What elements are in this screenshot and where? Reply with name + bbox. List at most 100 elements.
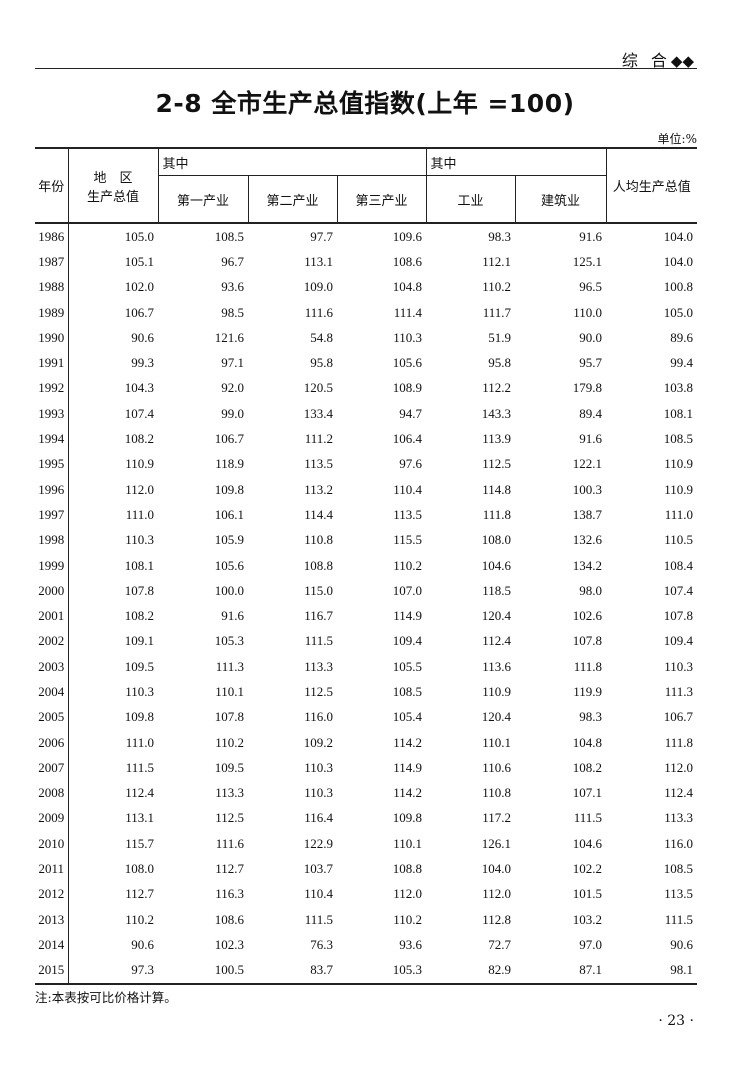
cell-year: 2005 [35,704,69,730]
table-row: 2005 109.8 107.8 116.0 105.4 120.4 98.3 106.7 [35,704,697,730]
table-row: 2012 112.7 116.3 110.4 112.0 112.0 101.5 113.5 [35,881,697,908]
cell-industry: 112.5 [482,456,511,472]
cell-industry: 111.7 [482,304,511,320]
cell-industry: 110.9 [482,683,511,699]
cell-construction: 125.1 [572,253,602,269]
header-group-sectors: 其中 [157,148,426,176]
cell-primary: 100.5 [158,957,248,985]
cell-industry: 120.4 [481,608,511,624]
cell-tertiary: 114.2 [393,785,422,801]
cell-tertiary: 113.5 [393,506,422,522]
cell-industry: 104.6 [481,557,511,573]
header-industry: 工业 [425,175,515,223]
cell-per-capita: 107.8 [663,608,693,624]
cell-primary: 97.1 [221,355,244,371]
cell-construction: 97.0 [579,936,602,952]
cell-year: 1987 [35,249,69,275]
cell-construction: 134.2 [572,557,602,573]
cell-gdp: 90.6 [131,936,154,952]
header-year: 年份 [38,179,65,194]
cell-tertiary: 105.6 [392,355,422,371]
cell-per-capita: 106.7 [663,709,693,725]
cell-construction: 103.2 [572,911,602,927]
cell-per-capita: 108.4 [663,557,693,573]
cell-year: 1992 [35,375,69,402]
cell-per-capita: 108.5 [663,861,693,877]
table-row: 1997 111.0 106.1 114.4 113.5 111.8 138.7 111.0 [35,502,697,528]
cell-gdp: 105.1 [124,253,154,269]
cell-secondary: 120.5 [303,380,333,396]
cell-secondary: 83.7 [248,957,337,985]
cell-per-capita: 110.9 [664,481,693,497]
cell-gdp: 108.2 [124,431,154,447]
cell-per-capita: 109.4 [663,633,693,649]
cell-per-capita: 111.3 [664,683,693,699]
cell-primary: 112.5 [215,810,244,826]
cell-industry: 82.9 [426,957,515,985]
cell-secondary: 112.5 [304,683,333,699]
cell-gdp: 106.7 [124,304,154,320]
cell-construction: 89.4 [579,405,602,421]
cell-secondary: 103.7 [303,861,333,877]
table-row: 2004 110.3 110.1 112.5 108.5 110.9 119.9 111.3 [35,679,697,705]
cell-secondary: 115.0 [304,582,333,598]
cell-per-capita: 104.0 [663,253,693,269]
table-row: 1995 110.9 118.9 113.5 97.6 112.5 122.1 110.9 [35,451,697,477]
cell-construction: 132.6 [572,532,602,548]
cell-year: 2006 [35,729,69,756]
cell-tertiary: 104.8 [392,279,422,295]
cell-tertiary: 94.7 [399,405,422,421]
cell-primary: 118.9 [215,456,244,472]
cell-tertiary: 108.5 [392,683,422,699]
cell-primary: 105.6 [214,557,244,573]
cell-construction: 138.7 [572,506,602,522]
cell-gdp: 111.0 [125,506,154,522]
cell-per-capita: 110.5 [664,532,693,548]
cell-gdp: 113.1 [125,810,154,826]
cell-gdp: 108.2 [124,608,154,624]
table-row: 1998 110.3 105.9 110.8 115.5 108.0 132.6 110.5 [35,527,697,553]
cell-per-capita: 90.6 [670,936,693,952]
cell-gdp: 112.4 [125,785,154,801]
cell-primary: 108.5 [214,228,244,244]
section-name: 综 合 [621,51,671,70]
cell-per-capita: 99.4 [670,355,693,371]
table-row: 2007 111.5 109.5 110.3 114.9 110.6 108.2 112.0 [35,755,697,781]
table-row: 1987 105.1 96.7 113.1 108.6 112.1 125.1 104.0 [35,249,697,275]
cell-industry: 126.1 [481,835,511,851]
page-number: · 23 · [658,1013,694,1029]
cell-secondary: 122.9 [303,835,333,851]
cell-primary: 106.1 [214,506,244,522]
header-secondary: 第二产业 [247,175,337,223]
cell-industry: 112.8 [482,911,511,927]
header-rule [35,68,697,69]
cell-construction: 122.1 [572,456,602,472]
table-row: 1986 105.0 108.5 97.7 109.6 98.3 91.6 104.0 [35,223,697,250]
cell-secondary: 113.3 [304,658,333,674]
cell-year: 2010 [35,831,69,857]
cell-construction: 96.5 [579,279,602,295]
cell-construction: 119.9 [573,683,602,699]
cell-per-capita: 89.6 [670,329,693,345]
cell-industry: 114.8 [482,481,511,497]
cell-gdp: 110.2 [125,911,154,927]
cell-year: 1993 [35,401,69,427]
cell-secondary: 116.4 [304,810,333,826]
cell-tertiary: 109.8 [392,810,422,826]
header-gdp-line2: 生产总值 [86,188,139,204]
cell-industry: 98.3 [488,228,511,244]
cell-secondary: 133.4 [303,405,333,421]
cell-industry: 120.4 [481,709,511,725]
cell-tertiary: 111.4 [393,304,422,320]
table-row: 2001 108.2 91.6 116.7 114.9 120.4 102.6 107.8 [35,603,697,629]
cell-construction: 101.5 [572,886,602,902]
cell-per-capita: 112.4 [664,785,693,801]
cell-construction: 104.6 [572,835,602,851]
cell-primary: 121.6 [214,329,244,345]
cell-tertiary: 93.6 [399,936,422,952]
cell-gdp: 110.9 [125,456,154,472]
cell-year: 1988 [35,274,69,300]
cell-construction: 179.8 [572,380,602,396]
cell-secondary: 95.8 [310,355,333,371]
cell-industry: 111.8 [482,506,511,522]
